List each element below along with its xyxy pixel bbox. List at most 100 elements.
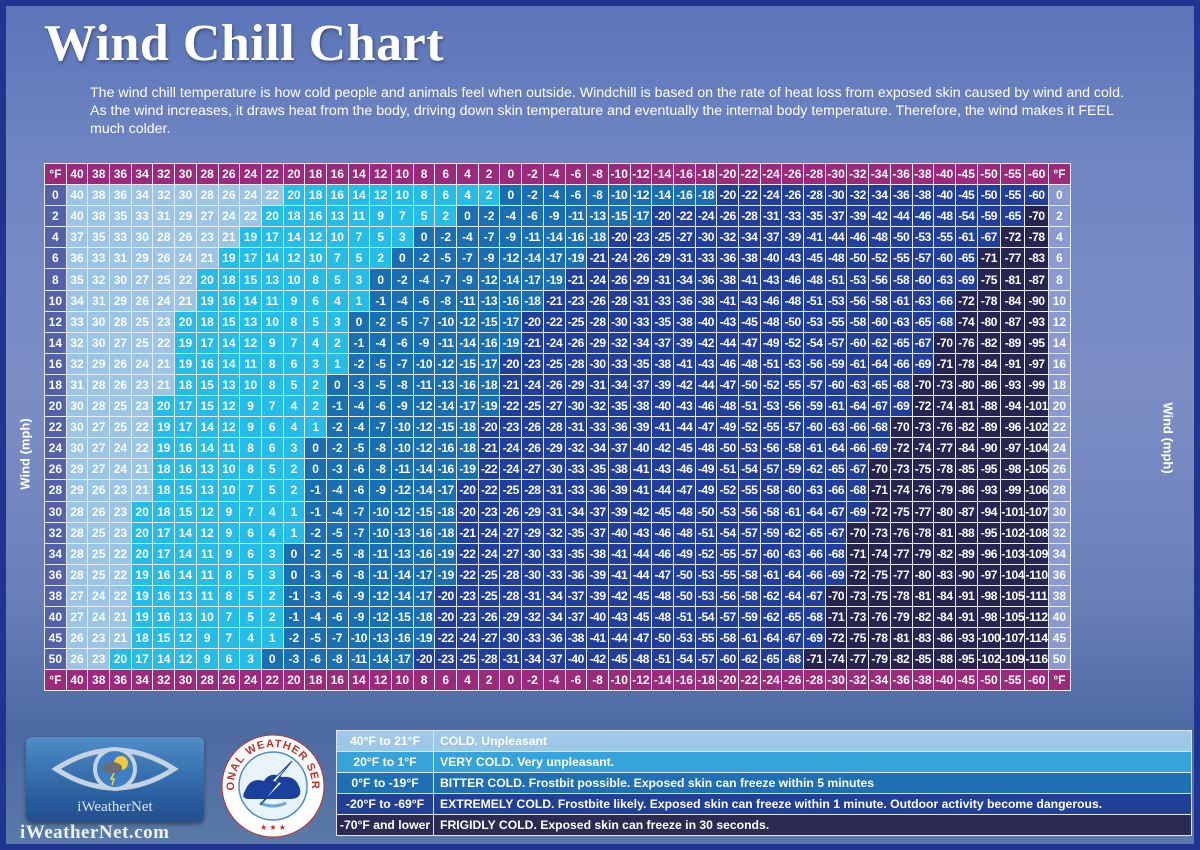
wind-chill-cell: -38 bbox=[716, 268, 739, 291]
wind-chill-cell: -37 bbox=[564, 584, 588, 607]
wind-chill-cell: -41 bbox=[629, 458, 653, 481]
temperature-header: -26 bbox=[781, 162, 805, 186]
wind-chill-cell: -81 bbox=[933, 521, 956, 544]
wind-chill-cell: -3 bbox=[304, 584, 327, 607]
wind-chill-cell: -24 bbox=[477, 521, 501, 544]
wind-chill-cell: 15 bbox=[152, 627, 176, 650]
temperature-header: 28 bbox=[195, 669, 219, 692]
wind-chill-cell: -18 bbox=[521, 289, 544, 312]
temperature-header: -32 bbox=[846, 669, 870, 692]
wind-chill-cell: 28 bbox=[87, 373, 111, 397]
wind-chill-cell: 9 bbox=[217, 542, 241, 565]
legend-range: -20°F to -69°F bbox=[336, 793, 434, 815]
wind-chill-cell: 20 bbox=[260, 205, 284, 228]
wind-chill-cell: 29 bbox=[174, 205, 197, 228]
wind-chill-cell: -2 bbox=[391, 268, 414, 291]
wind-chill-cell: -84 bbox=[954, 437, 978, 460]
wind-chill-cell: -88 bbox=[954, 521, 978, 544]
wind-chill-cell: -41 bbox=[607, 542, 631, 565]
wind-chill-cell: -30 bbox=[521, 563, 544, 586]
table-row: 18 31 28 26 23 21 18 15 13 10 8 5 2 0 -3 -5 -8 -11 -13 -16-… bbox=[44, 373, 1071, 397]
wind-chill-cell: 10 bbox=[239, 373, 262, 397]
wind-chill-cell: 4 bbox=[304, 331, 327, 354]
wind-chill-cell: -2 bbox=[325, 416, 349, 439]
wind-chill-cell: 26 bbox=[87, 500, 111, 523]
wind-chill-cell: -20 bbox=[434, 584, 458, 607]
wind-chill-cell: -31 bbox=[521, 584, 544, 607]
wind-chill-cell: -54 bbox=[803, 331, 826, 354]
wind-chill-cell: -57 bbox=[781, 416, 805, 439]
wind-chill-cell: 5 bbox=[412, 205, 436, 228]
wind-chill-cell: -36 bbox=[694, 268, 718, 291]
wind-chill-cell: -53 bbox=[846, 268, 870, 291]
wind-chill-cell: -76 bbox=[954, 331, 978, 354]
wind-chill-cell: 23 bbox=[195, 226, 219, 249]
wind-chill-cell: -74 bbox=[954, 310, 978, 333]
wind-chill-cell: -20 bbox=[456, 500, 479, 523]
wind-chill-cell: 17 bbox=[174, 395, 197, 418]
wind-chill-cell: -34 bbox=[607, 373, 631, 397]
wind-chill-cell: -52 bbox=[694, 542, 718, 565]
temperature-header: -2 bbox=[521, 669, 544, 692]
wind-chill-cell: -98 bbox=[1000, 458, 1026, 481]
wind-chill-cell: -24 bbox=[499, 437, 523, 460]
wind-chill-cell: -94 bbox=[976, 500, 1002, 523]
wind-chill-cell: -90 bbox=[976, 437, 1002, 460]
wind-chill-cell: -18 bbox=[412, 605, 436, 629]
wind-chill-cell: 18 bbox=[304, 184, 327, 207]
wind-chill-cell: -18 bbox=[586, 226, 609, 249]
wind-chill-cell: -34 bbox=[672, 268, 696, 291]
wind-chill-cell: 8 bbox=[217, 584, 241, 607]
wind-chill-cell: 8 bbox=[412, 184, 436, 207]
wind-chill-cell: -4 bbox=[499, 205, 523, 228]
wind-chill-cell: 26 bbox=[217, 184, 241, 207]
wind-chill-cell: 18 bbox=[195, 310, 219, 333]
y-axis-label-right: Wind (mph) bbox=[1160, 402, 1176, 474]
wind-chill-cell: -50 bbox=[976, 184, 1002, 207]
wind-chill-cell: -30 bbox=[542, 458, 566, 481]
wind-chill-cell: 6 bbox=[239, 542, 262, 565]
wind-speed-label: 10 bbox=[1048, 289, 1071, 312]
wind-chill-cell: 9 bbox=[239, 416, 262, 439]
wind-chill-cell: -74 bbox=[868, 542, 891, 565]
wind-speed-label: 20 bbox=[1048, 395, 1071, 418]
wind-chill-cell: -43 bbox=[694, 352, 718, 375]
wind-chill-cell: -37 bbox=[824, 205, 848, 228]
legend-row: 20°F to 1°F VERY COLD. Very unpleasant. bbox=[336, 751, 1192, 773]
wind-chill-cell: -102 bbox=[976, 648, 1002, 671]
wind-chill-cell: 15 bbox=[217, 310, 241, 333]
wind-chill-cell: 0 bbox=[325, 373, 349, 397]
wind-chill-cell: 11 bbox=[347, 205, 371, 228]
wind-chill-cell: 7 bbox=[391, 205, 414, 228]
wind-chill-cell: 21 bbox=[130, 458, 154, 481]
wind-chill-cell: 30 bbox=[130, 226, 154, 249]
wind-speed-label: 12 bbox=[44, 310, 67, 333]
wind-chill-cell: -6 bbox=[325, 605, 349, 629]
table-row: 45 26 23 21 18 15 12 9 7 4 1 -2 -5 -7 -10 -13 -16 -19 -22-… bbox=[44, 627, 1071, 650]
wind-chill-cell: -19 bbox=[434, 542, 458, 565]
wind-chill-cell: 13 bbox=[217, 373, 241, 397]
wind-chill-cell: 34 bbox=[65, 289, 89, 312]
wind-chill-cell: 4 bbox=[260, 521, 284, 544]
wind-chill-cell: -107 bbox=[1024, 500, 1050, 523]
wind-chill-cell: -89 bbox=[1000, 331, 1026, 354]
wind-chill-cell: 17 bbox=[130, 648, 154, 671]
table-row: 26 29 27 24 21 18 16 13 10 8 5 2 0 -3 -6 -8 -11 -14 -16 -19… bbox=[44, 458, 1071, 481]
wind-chill-cell: -42 bbox=[607, 584, 631, 607]
temperature-header: -38 bbox=[911, 162, 935, 186]
wind-chill-cell: -30 bbox=[607, 310, 631, 333]
wind-chill-cell: -21 bbox=[542, 289, 566, 312]
wind-chill-cell: 20 bbox=[130, 500, 154, 523]
wind-chill-cell: -33 bbox=[564, 479, 588, 502]
wind-chill-cell: -6 bbox=[369, 395, 392, 418]
wind-chill-cell: -6 bbox=[304, 648, 327, 671]
wind-chill-cell: -42 bbox=[586, 648, 609, 671]
wind-chill-cell: -2 bbox=[434, 226, 458, 249]
wind-chill-cell: -70 bbox=[1024, 205, 1050, 228]
wind-chill-cell: -59 bbox=[976, 205, 1002, 228]
wind-chill-cell: 12 bbox=[217, 395, 241, 418]
wind-chill-cell: -45 bbox=[803, 247, 826, 270]
wind-chill-cell: -18 bbox=[456, 416, 479, 439]
wind-chill-cell: -12 bbox=[369, 605, 392, 629]
temperature-header: 14 bbox=[347, 162, 371, 186]
